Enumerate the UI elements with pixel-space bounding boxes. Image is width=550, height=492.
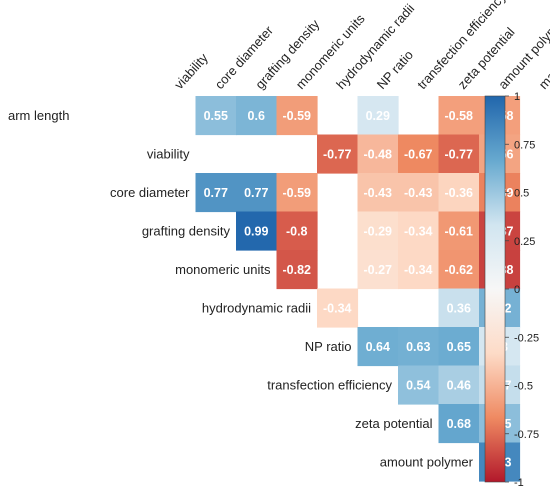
heatmap-cell-viability-hydrodynamic-radii	[317, 134, 359, 174]
heatmap-cell-hydrodynamic-radii-hydrodynamic-radii	[317, 288, 359, 328]
cell-value-label: -0.27	[364, 263, 393, 277]
colorbar-tick-label: -1	[514, 477, 524, 489]
heatmap-cell-core-diameter-grafting-density	[236, 173, 278, 213]
heatmap-cell-grafting-density-grafting-density	[236, 211, 278, 251]
cell-value-label: -0.61	[445, 224, 474, 238]
heatmap-cell-np-ratio-zeta-potential	[438, 327, 480, 367]
cell-value-label: -0.82	[283, 263, 312, 277]
colorbar-tick-label: 0.75	[514, 139, 535, 151]
colorbar: 1 0.75 0.5 0.25 0 -0.25 -0.5 -0.75 -1	[484, 91, 539, 489]
column-label-viability: viability	[171, 50, 211, 92]
heatmap-cell-viability-zeta-potential	[438, 134, 480, 174]
row-label-hydrodynamic-radii: hydrodynamic radii	[202, 300, 311, 315]
heatmap-cell-grafting-density-monomeric-units	[276, 211, 318, 251]
cell-value-label: 0.99	[244, 224, 268, 238]
heatmap-cell-arm-length-np-ratio	[357, 96, 399, 136]
heatmap-cell-arm-length-grafting-density	[236, 96, 278, 136]
cell-value-label: 0.64	[366, 340, 390, 354]
heatmap-cell-zeta-potential-zeta-potential	[438, 404, 480, 444]
cell-value-label: -0.34	[404, 263, 433, 277]
cell-value-label: 0.55	[204, 109, 228, 123]
heatmap-cell-monomeric-units-zeta-potential	[438, 250, 480, 290]
heatmap-cell-np-ratio-np-ratio	[357, 327, 399, 367]
row-label-zeta-potential: zeta potential	[355, 416, 432, 431]
cell-value-label: 0.68	[447, 417, 471, 431]
heatmap-cell-arm-length-core-diameter	[195, 96, 237, 136]
cell-value-label: 0.77	[204, 186, 228, 200]
heatmap-cell-arm-length-zeta-potential	[438, 96, 480, 136]
row-label-monomeric-units: monomeric units	[175, 262, 271, 277]
heatmap-cell-grafting-density-zeta-potential	[438, 211, 480, 251]
row-label-grafting-density: grafting density	[142, 223, 231, 238]
heatmap-cell-np-ratio-transfection-efficiency	[398, 327, 440, 367]
cell-value-label: 0.77	[244, 186, 268, 200]
column-label-np-ratio: NP ratio	[374, 47, 416, 92]
heatmap-cell-monomeric-units-monomeric-units	[276, 250, 318, 290]
colorbar-tick-label: -0.25	[514, 332, 539, 344]
heatmap-cell-grafting-density-np-ratio	[357, 211, 399, 251]
row-label-transfection-efficiency: transfection efficiency	[267, 377, 392, 392]
column-label-monomeric-units: monomeric units	[293, 11, 368, 92]
heatmap-cell-core-diameter-np-ratio	[357, 173, 399, 213]
cell-value-label: 0.36	[447, 301, 471, 315]
cell-value-label: 0.29	[366, 109, 390, 123]
heatmap-cell-viability-transfection-efficiency	[398, 134, 440, 174]
cell-value-label: -0.77	[445, 147, 474, 161]
cell-value-label: -0.48	[364, 147, 393, 161]
cell-value-label: 0.54	[406, 378, 430, 392]
cell-value-label: 0.46	[447, 378, 471, 392]
cell-value-label: -0.62	[445, 263, 474, 277]
heatmap-cell-monomeric-units-np-ratio	[357, 250, 399, 290]
heatmap-cell-monomeric-units-transfection-efficiency	[398, 250, 440, 290]
colorbar-gradient	[484, 95, 506, 483]
column-label-hydrodynamic-radii: hydrodynamic radii	[333, 1, 417, 92]
heatmap-cell-core-diameter-transfection-efficiency	[398, 173, 440, 213]
cell-value-label: 0.6	[248, 109, 265, 123]
heatmap-cell-arm-length-monomeric-units	[276, 96, 318, 136]
row-label-viability: viability	[147, 146, 190, 161]
cell-value-label: -0.36	[445, 186, 474, 200]
cell-value-label: -0.8	[286, 224, 308, 238]
cell-value-label: -0.77	[323, 147, 352, 161]
cell-value-label: -0.59	[283, 186, 312, 200]
heatmap-cell-core-diameter-core-diameter	[195, 173, 237, 213]
heatmap-cell-transfection-efficiency-transfection-efficiency	[398, 365, 440, 405]
cell-value-label: -0.34	[404, 224, 433, 238]
heatmap-cell-grafting-density-transfection-efficiency	[398, 211, 440, 251]
cell-value-label: -0.34	[323, 301, 352, 315]
colorbar-tick-label: 0.5	[514, 188, 529, 200]
colorbar-tick-label: 1	[514, 91, 520, 103]
colorbar-tick-label: 0.25	[514, 236, 535, 248]
colorbar-tick-label: 0	[514, 284, 520, 296]
row-label-arm-length: arm length	[8, 108, 69, 123]
cell-value-label: -0.67	[404, 147, 433, 161]
row-labels: arm length viability core diameter grafting…	[8, 108, 474, 470]
cell-value-label: -0.43	[364, 186, 393, 200]
cell-value-label: -0.43	[404, 186, 433, 200]
row-label-np-ratio: NP ratio	[305, 339, 352, 354]
cell-value-label: 0.63	[406, 340, 430, 354]
colorbar-tick-label: -0.75	[514, 429, 539, 441]
row-label-amount-polymer: amount polymer	[380, 454, 474, 469]
cell-value-label: 0.65	[447, 340, 471, 354]
colorbar-tick-label: -0.5	[514, 381, 533, 393]
heatmap-cell-viability-np-ratio	[357, 134, 399, 174]
heatmap-cell-core-diameter-monomeric-units	[276, 173, 318, 213]
heatmap-cell-transfection-efficiency-zeta-potential	[438, 365, 480, 405]
row-label-core-diameter: core diameter	[110, 185, 190, 200]
cell-value-label: -0.59	[283, 109, 312, 123]
cell-value-label: -0.29	[364, 224, 393, 238]
heatmap-cell-core-diameter-zeta-potential	[438, 173, 480, 213]
heatmap-cell-hydrodynamic-radii-zeta-potential	[438, 288, 480, 328]
cell-value-label: -0.58	[445, 109, 474, 123]
